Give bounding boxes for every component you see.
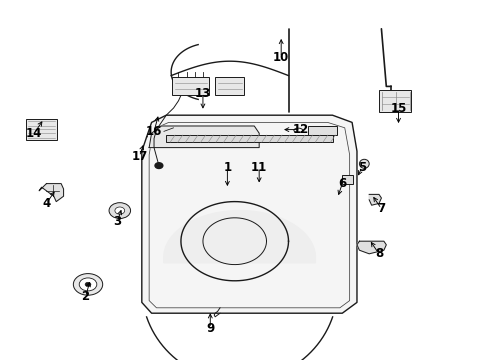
Text: 9: 9 — [206, 322, 214, 335]
Text: 1: 1 — [223, 161, 231, 174]
Circle shape — [115, 207, 124, 214]
Polygon shape — [356, 241, 386, 254]
Bar — [379, 90, 410, 112]
Circle shape — [155, 163, 163, 168]
Bar — [215, 77, 244, 95]
Text: 14: 14 — [26, 127, 42, 140]
Polygon shape — [142, 115, 356, 313]
Bar — [342, 175, 352, 184]
Text: 3: 3 — [113, 215, 121, 228]
Bar — [172, 77, 209, 95]
Text: 8: 8 — [374, 247, 382, 260]
Bar — [166, 135, 332, 142]
Circle shape — [79, 278, 97, 291]
Bar — [26, 119, 58, 140]
Text: 16: 16 — [145, 125, 162, 138]
Bar — [307, 126, 337, 135]
Text: 5: 5 — [357, 161, 365, 174]
Text: 4: 4 — [42, 197, 50, 210]
Circle shape — [85, 282, 91, 287]
Polygon shape — [368, 194, 381, 205]
Text: 12: 12 — [292, 123, 308, 136]
Text: 6: 6 — [338, 177, 346, 190]
Ellipse shape — [359, 159, 368, 168]
Text: 17: 17 — [131, 150, 147, 163]
Text: 10: 10 — [272, 51, 289, 64]
Ellipse shape — [293, 128, 302, 132]
Text: 13: 13 — [194, 87, 211, 100]
Circle shape — [73, 274, 102, 295]
Polygon shape — [149, 126, 259, 148]
Text: 7: 7 — [377, 202, 385, 215]
Circle shape — [109, 203, 130, 219]
Text: 15: 15 — [389, 102, 406, 114]
Text: 11: 11 — [250, 161, 267, 174]
Polygon shape — [163, 211, 315, 263]
Text: 2: 2 — [81, 291, 89, 303]
Polygon shape — [39, 184, 63, 202]
